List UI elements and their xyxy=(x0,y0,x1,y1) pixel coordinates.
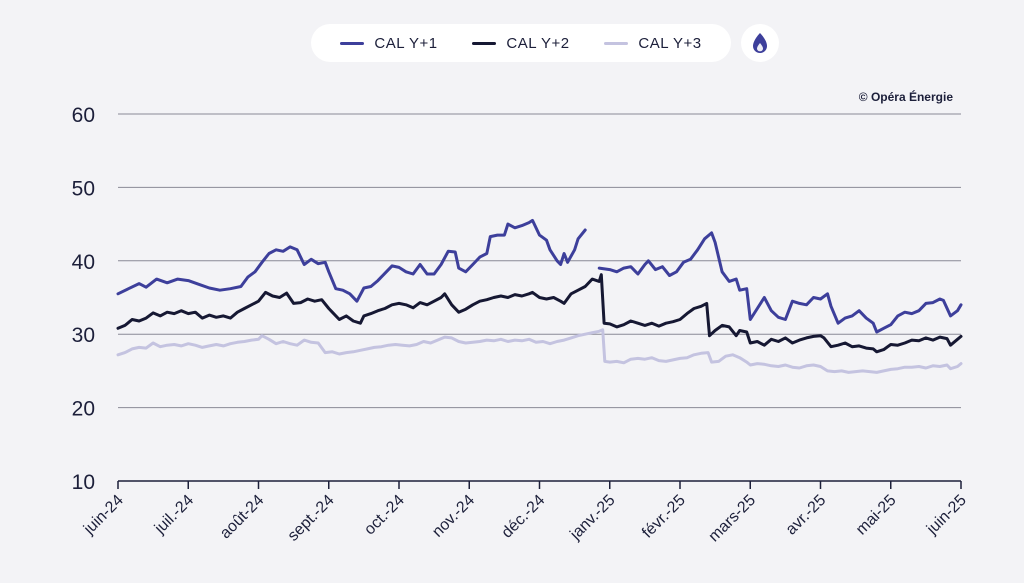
ytick-label-20: 20 xyxy=(72,398,95,421)
xtick-label-10: avr.-25 xyxy=(783,492,830,539)
legend-label-cal-y1: CAL Y+1 xyxy=(374,34,438,52)
ytick-label-10: 10 xyxy=(72,471,95,494)
legend-item-cal-y1[interactable]: CAL Y+1 xyxy=(340,35,437,52)
legend-item-cal-y2[interactable]: CAL Y+2 xyxy=(472,35,569,52)
xtick-label-1: juil.-24 xyxy=(151,492,197,538)
xtick-label-0: juin-24 xyxy=(80,492,127,539)
xtick-label-3: sept.-24 xyxy=(285,492,338,545)
xtick-label-12: juin-25 xyxy=(923,492,970,539)
series-line-cal-y-3-0 xyxy=(116,328,963,374)
series-line-cal-y-2-0 xyxy=(116,273,963,354)
flame-drop-icon xyxy=(753,33,767,53)
xtick-label-5: nov.-24 xyxy=(429,492,478,541)
legend-swatch-cal-y2 xyxy=(472,41,497,45)
xtick-label-4: oct.-24 xyxy=(361,492,408,539)
xtick-label-9: mars-25 xyxy=(706,492,760,546)
xtick-label-8: févr.-25 xyxy=(639,492,689,542)
legend-label-cal-y2: CAL Y+2 xyxy=(506,34,570,52)
legend: CAL Y+1 CAL Y+2 CAL Y+3 xyxy=(311,24,731,62)
series-line-cal-y-1-1 xyxy=(597,231,963,334)
gas-badge[interactable] xyxy=(741,24,779,62)
series-line-cal-y-1-0 xyxy=(116,218,587,303)
xtick-label-2: août-24 xyxy=(217,492,267,542)
legend-item-cal-y3[interactable]: CAL Y+3 xyxy=(604,35,701,52)
xtick-label-6: déc.-24 xyxy=(499,492,549,542)
legend-swatch-cal-y1 xyxy=(340,41,365,45)
legend-swatch-cal-y3 xyxy=(604,41,629,45)
xtick-label-11: mai-25 xyxy=(853,492,900,539)
ytick-label-60: 60 xyxy=(72,104,95,127)
ytick-label-50: 50 xyxy=(72,177,95,200)
copyright-note: © Opéra Énergie xyxy=(858,90,953,104)
legend-label-cal-y3: CAL Y+3 xyxy=(638,34,702,52)
ytick-label-30: 30 xyxy=(72,324,95,347)
xtick-label-7: janv.-25 xyxy=(566,492,618,544)
ytick-label-40: 40 xyxy=(72,251,95,274)
